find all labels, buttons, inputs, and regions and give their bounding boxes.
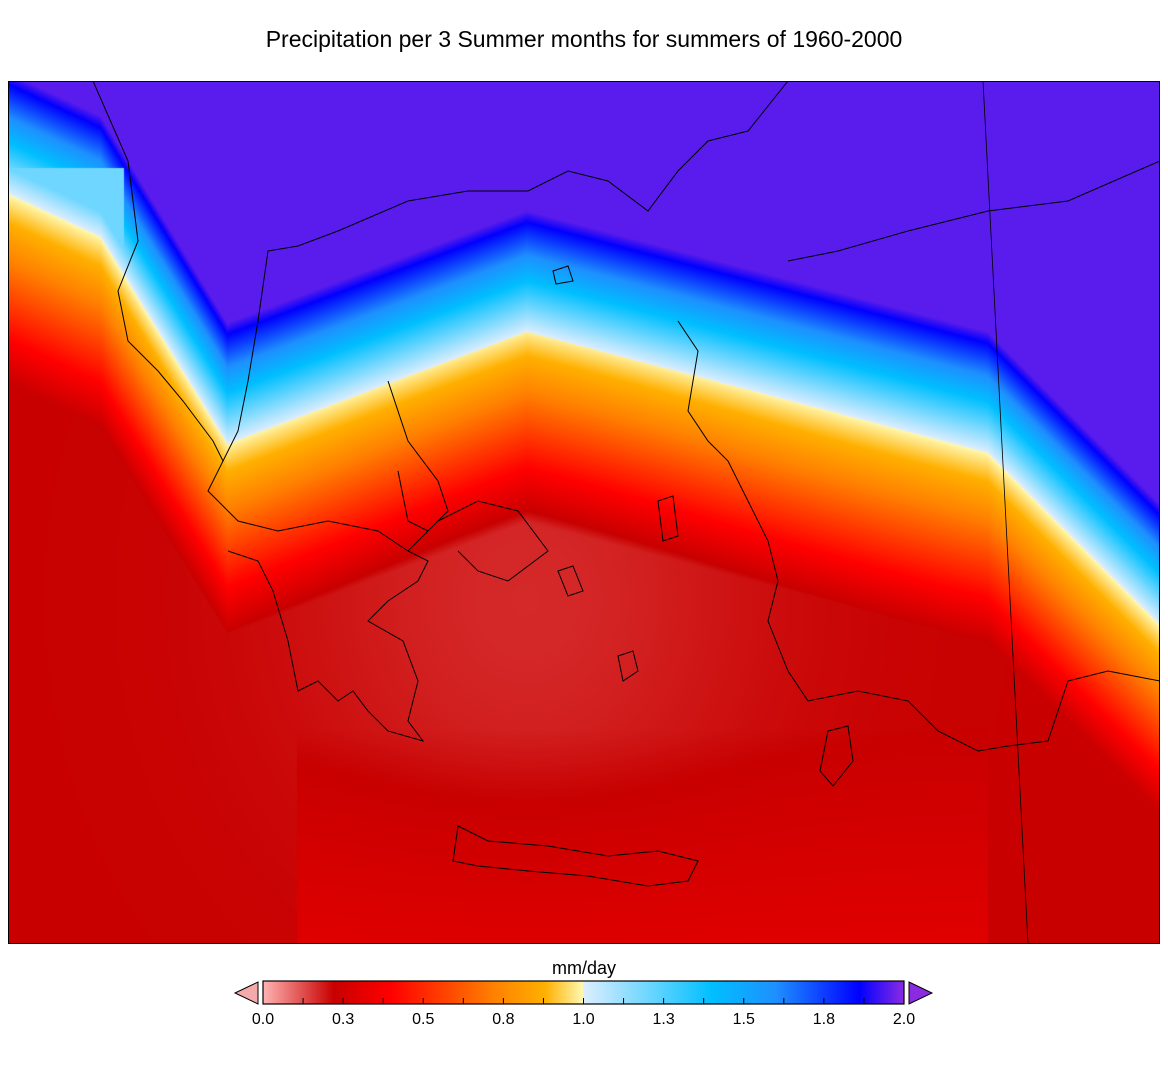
colorbar-tick-label: 0.8: [492, 1011, 515, 1028]
colorbar-tick-label: 0.5: [412, 1011, 435, 1028]
precipitation-field: [8, 81, 1160, 944]
coastlines: [92, 81, 1160, 944]
colorbar-tick-label: 1.5: [732, 1011, 755, 1028]
colorbar-tick-label: 0.3: [332, 1011, 355, 1028]
coastline-islands: [552, 265, 854, 787]
colorbar-under-arrow: [233, 981, 259, 1005]
colorbar-tick-label: 1.0: [572, 1011, 595, 1028]
coastline-turkey: [677, 160, 1160, 752]
colorbar-tick-label: 1.3: [652, 1011, 675, 1028]
colorbar-label: mm/day: [551, 958, 616, 978]
precipitation-map: [8, 81, 1160, 944]
colorbar-over-arrow: [908, 981, 934, 1005]
colorbar-tick-label: 0.0: [251, 1011, 275, 1028]
map-frame: [8, 81, 1160, 944]
colorbar-tick-label: 2.0: [892, 1011, 916, 1028]
colorbar-tick-label: 1.8: [812, 1011, 835, 1028]
chart-title: Precipitation per 3 Summer months for su…: [265, 26, 903, 52]
colorbar: [233, 980, 934, 1005]
coastline-crete: [452, 825, 699, 887]
coastline-greece-mainland: [207, 380, 549, 742]
coastline-balkans: [92, 81, 789, 463]
grid-boundary-line: [982, 81, 1029, 944]
